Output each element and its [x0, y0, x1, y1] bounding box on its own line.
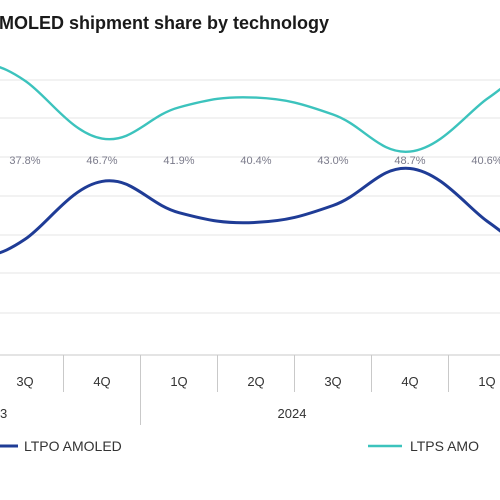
year-label: 3 — [0, 406, 7, 421]
gridlines — [0, 79, 500, 314]
series-line-ltps-amoled — [0, 66, 500, 153]
legend-label-ltps: LTPS AMO — [410, 438, 479, 454]
data-label: 41.9% — [163, 155, 194, 167]
x-tick-label: 4Q — [401, 374, 418, 389]
data-label: 48.7% — [394, 155, 425, 167]
data-label: 40.4% — [240, 155, 271, 167]
data-label: 43.0% — [317, 155, 348, 167]
series-line-ltpo-amoled — [0, 166, 500, 255]
x-tick-label: 2Q — [247, 374, 264, 389]
x-tick-label: 3Q — [16, 374, 33, 389]
data-label: 46.7% — [86, 155, 117, 167]
x-tick-label: 3Q — [324, 374, 341, 389]
x-tick-label: 4Q — [93, 374, 110, 389]
x-axis: 3Q 4Q 1Q 2Q 3Q 4Q 1Q 3 2024 — [0, 354, 500, 425]
chart-title: AMOLED shipment share by technology — [0, 13, 329, 33]
data-label: 37.8% — [9, 155, 40, 167]
year-label: 2024 — [278, 406, 307, 421]
x-tick-label: 1Q — [478, 374, 495, 389]
legend: LTPO AMOLED LTPS AMO — [0, 438, 479, 454]
data-labels: 37.8% 46.7% 41.9% 40.4% 43.0% 48.7% 40.6% — [9, 155, 500, 167]
series-lines — [0, 66, 500, 255]
legend-label-ltpo: LTPO AMOLED — [24, 438, 122, 454]
x-tick-label: 1Q — [170, 374, 187, 389]
data-label: 40.6% — [471, 155, 500, 167]
